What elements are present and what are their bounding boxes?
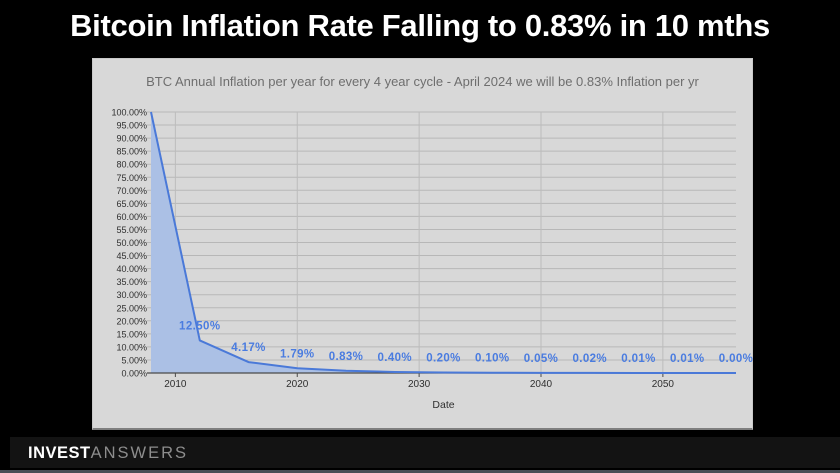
x-tick-labels: 2010 2020 2030 2040 2050 [164, 379, 674, 390]
y-tick-label: 85.00% [116, 147, 147, 157]
brand-bold-text: INVEST [28, 444, 91, 462]
footer-bar [10, 437, 840, 468]
y-tick-labels: 100.00% 95.00% 90.00% 85.00% 80.00% 75.00% 70.… [111, 108, 147, 379]
y-tick-label: 100.00% [111, 108, 147, 118]
brand-logo: INVESTANSWERS [28, 444, 188, 463]
series-area-fill [151, 112, 736, 373]
x-tick-label: 2050 [652, 379, 675, 390]
point-label: 0.20% [426, 352, 461, 364]
y-tick-label: 65.00% [116, 199, 147, 209]
y-tick-label: 5.00% [121, 355, 147, 365]
x-axis-title: Date [432, 399, 455, 411]
y-tick-label: 25.00% [116, 303, 147, 313]
y-gridlines [147, 111, 736, 361]
inflation-area-chart: 100.00% 95.00% 90.00% 85.00% 80.00% 75.00% 70.… [111, 108, 753, 391]
y-tick-label: 20.00% [116, 316, 147, 326]
x-tick-label: 2020 [286, 379, 309, 390]
x-gridlines [174, 112, 664, 377]
y-tick-label: 75.00% [116, 173, 147, 183]
point-label: 0.01% [670, 353, 705, 365]
point-label: 12.50% [179, 320, 220, 332]
y-tick-label: 70.00% [116, 186, 147, 196]
y-tick-label: 30.00% [116, 290, 147, 300]
y-tick-label: 60.00% [116, 212, 147, 222]
y-tick-label: 15.00% [116, 329, 147, 339]
y-tick-label: 95.00% [116, 121, 147, 131]
chart-title: BTC Annual Inflation per year for every … [146, 74, 699, 89]
point-label: 0.05% [524, 353, 559, 365]
y-tick-label: 80.00% [116, 160, 147, 170]
y-tick-label: 55.00% [116, 225, 147, 235]
y-tick-label: 90.00% [116, 134, 147, 144]
y-tick-label: 40.00% [116, 264, 147, 274]
x-tick-label: 2030 [408, 379, 431, 390]
point-label: 0.40% [377, 352, 412, 364]
point-label: 0.10% [475, 353, 510, 365]
point-label: 0.02% [572, 353, 607, 365]
brand-light-text: ANSWERS [90, 444, 189, 462]
bottom-strip [0, 470, 840, 473]
y-tick-label: 10.00% [116, 342, 147, 352]
point-label: 1.79% [280, 348, 315, 360]
x-tick-label: 2010 [164, 379, 187, 390]
y-tick-label: 45.00% [116, 251, 147, 261]
x-tick-label: 2040 [530, 379, 553, 390]
point-label: 0.01% [621, 353, 656, 365]
page-title: Bitcoin Inflation Rate Falling to 0.83% … [70, 8, 770, 43]
point-label: 0.00% [719, 353, 754, 365]
point-label: 4.17% [231, 342, 266, 354]
point-labels: 12.50% 4.17% 1.79% 0.83% 0.40% 0.20% 0.10% 0.05… [179, 320, 753, 365]
series-line [150, 111, 736, 374]
y-tick-label: 50.00% [116, 238, 147, 248]
point-label: 0.83% [329, 351, 364, 363]
y-tick-label: 0.00% [121, 369, 147, 379]
y-tick-label: 35.00% [116, 277, 147, 287]
chart-panel: BTC Annual Inflation per year for every … [92, 58, 753, 430]
